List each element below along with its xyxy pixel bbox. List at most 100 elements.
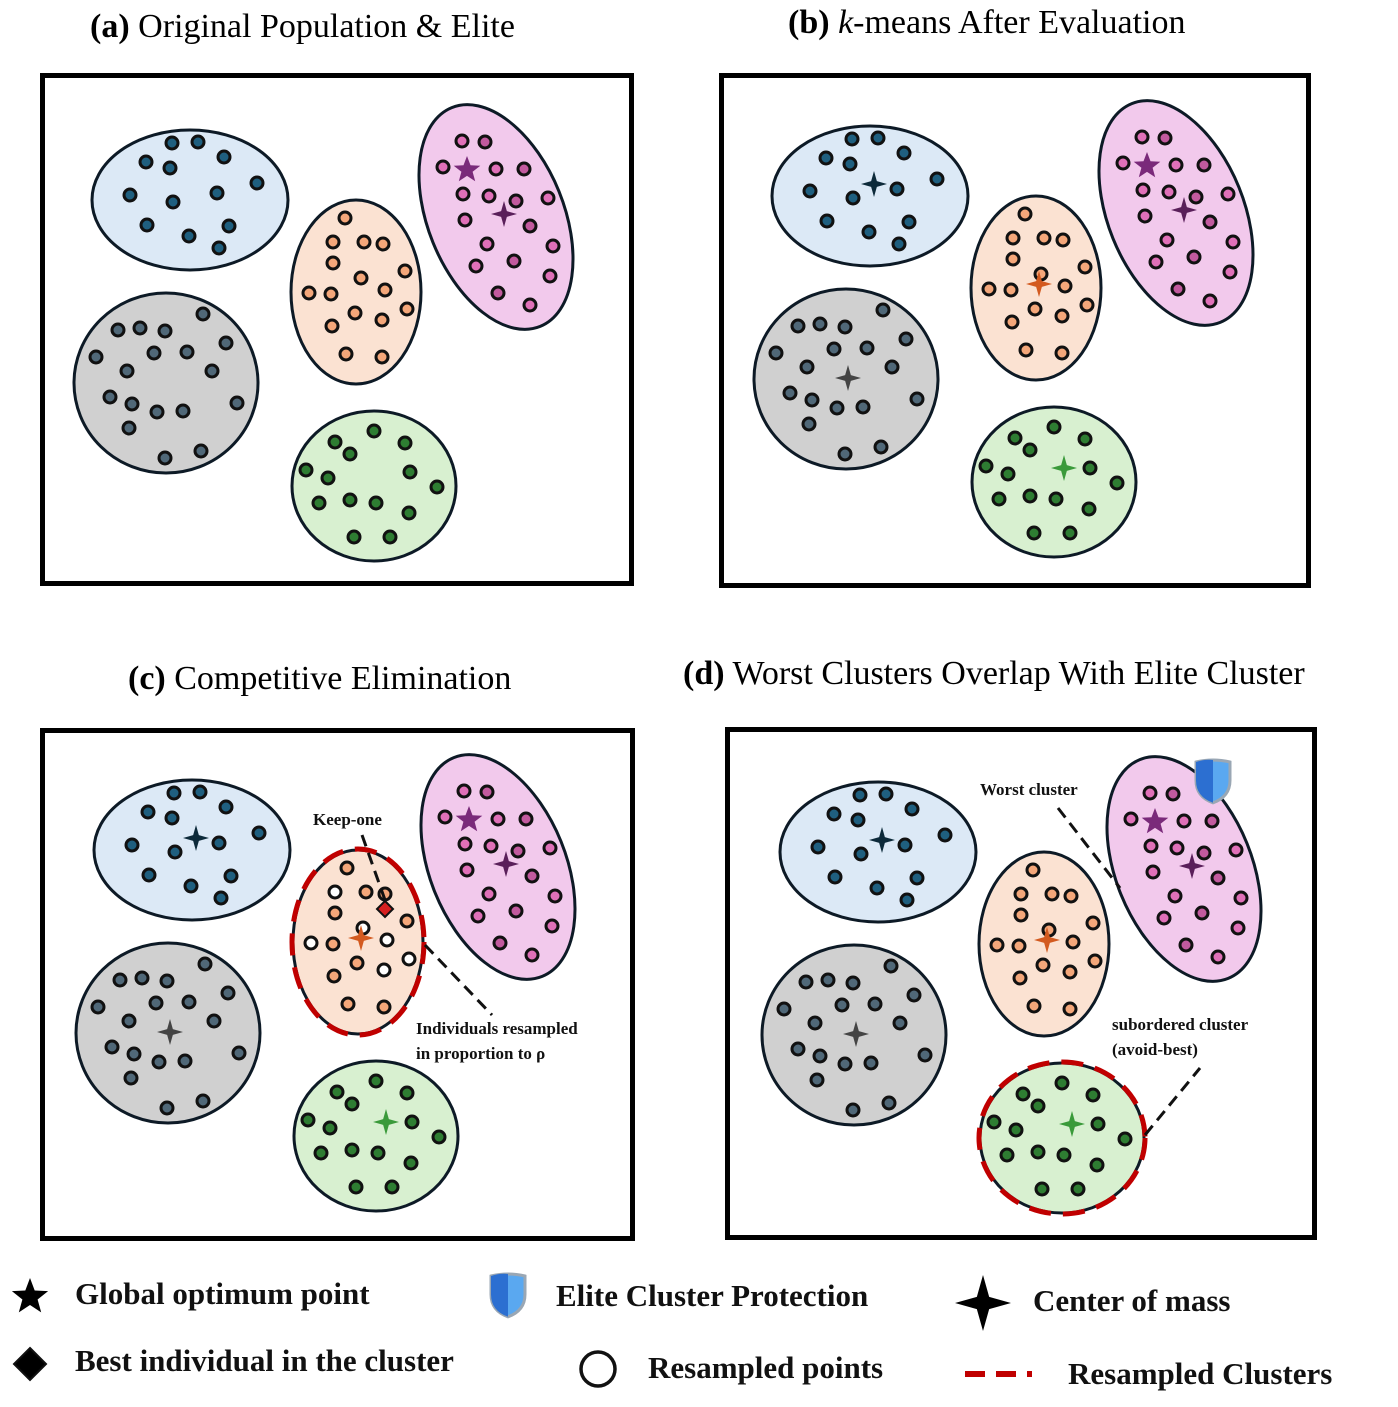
panel-a-green-point bbox=[368, 495, 384, 511]
panel-a-green-point bbox=[382, 529, 398, 545]
panel-d-pink-point bbox=[1228, 842, 1244, 858]
panel-c-orange-point bbox=[376, 999, 392, 1015]
panel-d-orange-point bbox=[1025, 862, 1041, 878]
panel-b-global-optimum-star-icon bbox=[1133, 152, 1161, 178]
panel-a-orange-point bbox=[325, 234, 341, 250]
panel-b-pink-point bbox=[1168, 157, 1184, 173]
panel-b-gray-point bbox=[768, 345, 784, 361]
panel-d-orange-point bbox=[989, 937, 1005, 953]
panel-b-pink-point bbox=[1137, 208, 1153, 224]
panel-a-frame bbox=[40, 73, 634, 586]
panel-b-blue-point bbox=[861, 224, 877, 240]
panel-a-gray-point bbox=[146, 345, 162, 361]
panel-c-blue-point bbox=[167, 844, 183, 860]
panel-b-blue-point bbox=[891, 236, 907, 252]
panel-a-green-point bbox=[366, 423, 382, 439]
panel-a-gray-point bbox=[218, 335, 234, 351]
panel-c-pink-point bbox=[479, 784, 495, 800]
panel-a-title: (a) Original Population & Elite bbox=[90, 8, 515, 45]
panel-d-blue-cluster bbox=[778, 780, 978, 924]
panel-a-gray-point bbox=[121, 420, 137, 436]
panel-c-gray-point bbox=[126, 1046, 142, 1062]
panel-c-blue-point bbox=[251, 825, 267, 841]
panel-a-pink-point bbox=[540, 190, 556, 206]
panel-d-gray-point bbox=[863, 1055, 879, 1071]
panel-d-gray-point bbox=[834, 997, 850, 1013]
panel-a-orange-point bbox=[374, 312, 390, 328]
panel-b-green-point bbox=[1048, 491, 1064, 507]
panel-d-blue-point bbox=[878, 786, 894, 802]
legend-star-icon bbox=[11, 1278, 49, 1313]
legend-resampled-points-label: Resampled points bbox=[648, 1350, 884, 1385]
panel-c-green-point bbox=[313, 1145, 329, 1161]
panel-d-gray-point bbox=[807, 1015, 823, 1031]
panel-a-green-point bbox=[397, 435, 413, 451]
panel-a-blue-point bbox=[139, 217, 155, 233]
panel-b-green-point bbox=[1109, 475, 1125, 491]
panel-b-green-center-of-mass-icon bbox=[1051, 455, 1077, 481]
panel-c-gray-point bbox=[90, 999, 106, 1015]
panel-b-blue-point bbox=[929, 171, 945, 187]
panel-a-orange-point bbox=[337, 210, 353, 226]
panel-a-gray-point bbox=[193, 443, 209, 459]
panel-d-blue-point bbox=[897, 837, 913, 853]
panel-a-green-point bbox=[327, 434, 343, 450]
panel-b-pink-point bbox=[1222, 264, 1238, 280]
panel-d-pink-point bbox=[1210, 870, 1226, 886]
panel-c-pink-point bbox=[508, 903, 524, 919]
panel-b-gray-point bbox=[801, 416, 817, 432]
panel-b-orange-point bbox=[1003, 282, 1019, 298]
panel-c-blue-point bbox=[141, 867, 157, 883]
panel-c-orange-center-of-mass-icon bbox=[348, 925, 374, 951]
panel-c-pink-point bbox=[544, 918, 560, 934]
panel-c-pink-point bbox=[547, 888, 563, 904]
panel-d-green-point bbox=[1034, 1181, 1050, 1197]
panel-a-blue-point bbox=[122, 187, 138, 203]
panel-c-gray-point bbox=[195, 1093, 211, 1109]
panel-b-orange-point bbox=[1018, 342, 1034, 358]
panel-c-global-optimum-star-icon bbox=[455, 806, 483, 832]
panel-c-frame bbox=[40, 728, 635, 1241]
panel-c-gray-point bbox=[159, 1100, 175, 1116]
panel-a-green-point bbox=[346, 529, 362, 545]
panel-c-pink-point bbox=[524, 947, 540, 963]
panel-b-pink-point bbox=[1135, 182, 1151, 198]
panel-c-gray-point bbox=[159, 973, 175, 989]
panel-a-gray-point bbox=[88, 349, 104, 365]
panel-d-blue-center-of-mass-icon bbox=[869, 827, 895, 853]
panel-b-orange-point bbox=[1004, 314, 1020, 330]
panel-d-worst-cluster-leader-line bbox=[1056, 807, 1122, 889]
panel-a-green-point bbox=[402, 464, 418, 480]
panel-c-gray-point bbox=[231, 1045, 247, 1061]
panel-b-gray-point bbox=[799, 359, 815, 375]
panel-d-green-point bbox=[999, 1147, 1015, 1163]
panel-c-gray-point bbox=[134, 970, 150, 986]
panel-c-gray-point bbox=[112, 972, 128, 988]
panel-d-pink-point bbox=[1165, 786, 1181, 802]
panel-a-orange-point bbox=[301, 285, 317, 301]
panel-a-gray-point bbox=[229, 395, 245, 411]
panel-a-orange-point bbox=[377, 282, 393, 298]
panel-c-blue-point bbox=[140, 804, 156, 820]
panel-d-pink-point bbox=[1210, 949, 1226, 965]
panel-d-orange-point bbox=[1063, 888, 1079, 904]
panel-c-orange-point bbox=[326, 968, 342, 984]
panel-b-pink-point bbox=[1186, 249, 1202, 265]
panel-b-title: (b) k-means After Evaluation bbox=[788, 4, 1186, 41]
panel-a-pink-point bbox=[454, 133, 470, 149]
panel-c-green-point bbox=[399, 1085, 415, 1101]
panel-b-blue-point bbox=[901, 214, 917, 230]
panel-b-pink-point bbox=[1157, 130, 1173, 146]
panel-b-pink-point bbox=[1170, 281, 1186, 297]
panel-c-pink-point bbox=[518, 811, 534, 827]
panel-a-green-point bbox=[311, 495, 327, 511]
panel-c-pink-cluster bbox=[419, 753, 577, 981]
panel-d-gray-point bbox=[906, 987, 922, 1003]
panel-b-green-point bbox=[1022, 442, 1038, 458]
resampled-point bbox=[379, 932, 395, 948]
panel-b-orange-point bbox=[1027, 301, 1043, 317]
panel-c-orange-cluster-dashed-outline bbox=[289, 846, 427, 1038]
panel-b-orange-point bbox=[1005, 230, 1021, 246]
panel-a-pink-point bbox=[508, 193, 524, 209]
panel-b-blue-point bbox=[819, 213, 835, 229]
